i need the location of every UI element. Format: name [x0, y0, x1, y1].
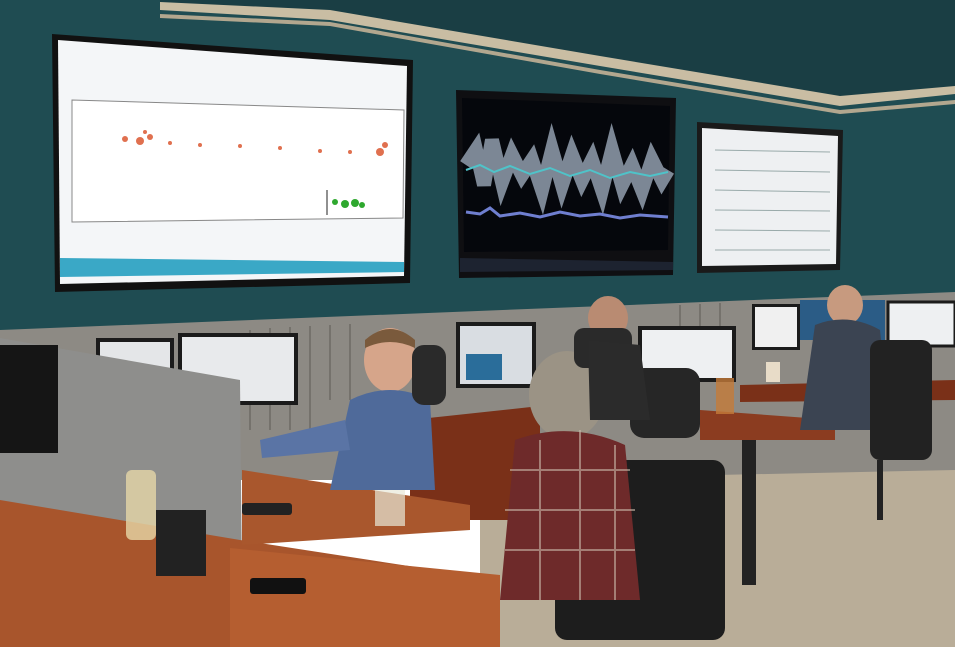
chair	[412, 345, 446, 405]
phone	[242, 503, 292, 515]
remote	[250, 578, 306, 594]
person-head	[827, 285, 863, 325]
glass	[375, 490, 405, 526]
cup	[716, 378, 734, 414]
cup	[766, 362, 780, 382]
bottle	[126, 470, 156, 540]
pen-cup	[156, 510, 206, 576]
monitor-screen	[755, 307, 797, 347]
photo	[0, 0, 955, 647]
table-leg	[742, 440, 756, 585]
person-shirt	[500, 431, 640, 600]
monitor	[0, 345, 58, 453]
screen-content	[702, 128, 838, 266]
chair	[870, 340, 932, 460]
monitor	[888, 302, 955, 346]
monitor-image	[466, 354, 502, 380]
desk	[230, 548, 500, 647]
page: (() => { const data = JSON.parse(documen…	[0, 0, 955, 647]
person-shirt	[588, 340, 650, 420]
